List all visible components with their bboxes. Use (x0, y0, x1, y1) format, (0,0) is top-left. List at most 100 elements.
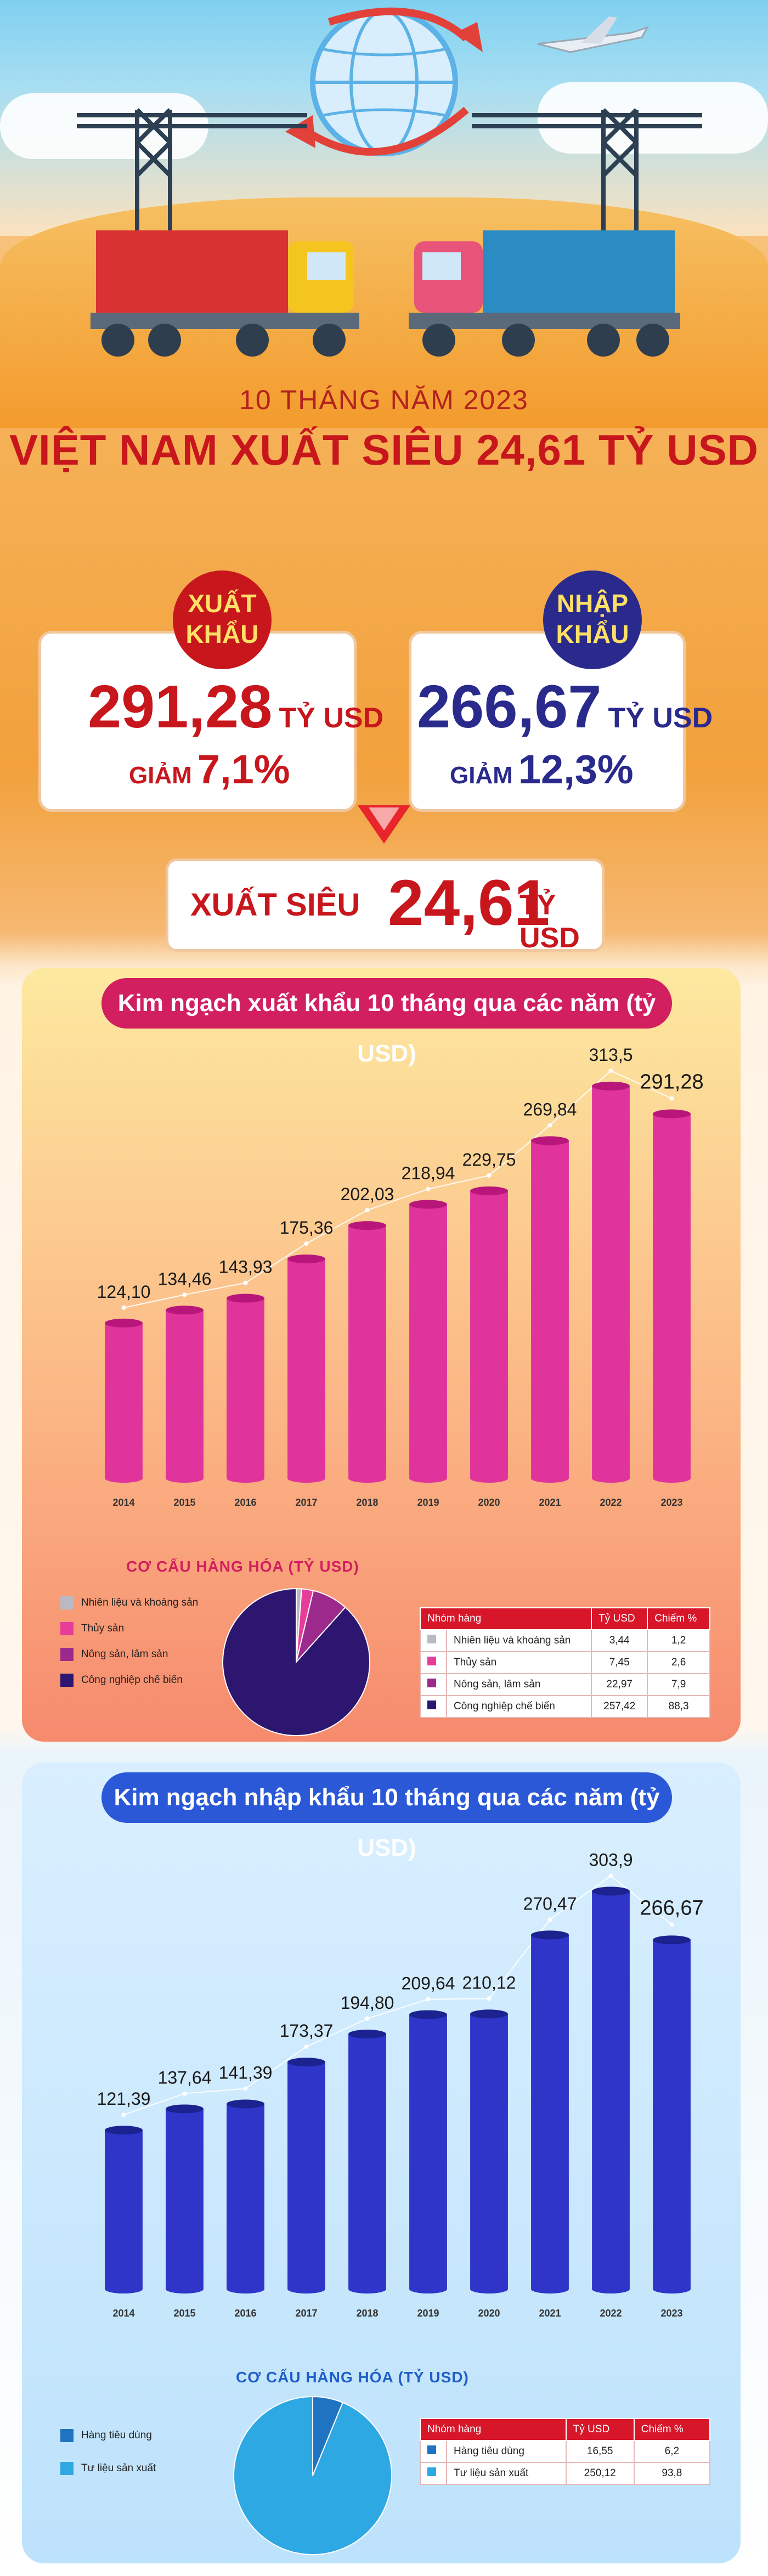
x-tick-label: 2017 (295, 2308, 317, 2319)
data-label: 210,12 (462, 1973, 516, 1992)
trend-line (123, 1070, 672, 1308)
import-panel: Kim ngạch nhập khẩu 10 tháng qua các năm… (22, 1762, 741, 2563)
bar (348, 1225, 386, 1478)
data-label: 194,80 (341, 1993, 394, 2013)
bar-cap (227, 2099, 264, 2109)
data-label: 143,93 (219, 1257, 273, 1277)
trend-point (121, 1305, 126, 1310)
bar-cap (531, 1930, 569, 1940)
x-tick-label: 2017 (295, 1497, 317, 1508)
legend-swatch (60, 2429, 74, 2442)
export-panel: Kim ngạch xuất khẩu 10 tháng qua các năm… (22, 968, 741, 1742)
x-tick-label: 2016 (234, 1497, 256, 1508)
legend-label: Tư liệu sản xuất (81, 2462, 156, 2474)
bar-cap (166, 2104, 204, 2114)
bar-base (227, 2285, 264, 2293)
row-value: 7,45 (591, 1651, 648, 1674)
import-structure-table: Nhóm hàng Tỷ USD Chiếm % Hàng tiêu dùng 1… (420, 2418, 711, 2485)
bar-cap (409, 1200, 447, 1209)
data-label: 291,28 (640, 1071, 703, 1094)
bar (653, 1940, 691, 2289)
table-header-group: Nhóm hàng (420, 2418, 567, 2441)
export-badge: XUẤT KHẨU (173, 570, 272, 669)
data-label: 270,47 (523, 1894, 577, 1913)
data-label: 313,5 (589, 1045, 633, 1065)
bar-cap (348, 1221, 386, 1230)
x-tick-label: 2023 (660, 1497, 682, 1508)
row-swatch (420, 1695, 447, 1718)
bar-base (287, 1474, 325, 1483)
import-pie-chart (233, 2396, 392, 2555)
bar-base (592, 2285, 630, 2293)
legend-label: Thủy sản (81, 1623, 125, 1634)
bar (287, 2062, 325, 2289)
row-swatch-color (427, 2445, 436, 2454)
export-badge-line1: XUẤT (188, 589, 257, 618)
legend-label: Công nghiệp chế biến (81, 1674, 183, 1686)
data-label: 209,64 (402, 1974, 455, 1993)
legend-item: Hàng tiêu dùng (60, 2429, 152, 2442)
bar-base (348, 1474, 386, 1483)
x-tick-label: 2014 (112, 2308, 134, 2319)
import-value: 266,67 TỶ USD (417, 672, 713, 742)
legend-label: Hàng tiêu dùng (81, 2430, 152, 2441)
bar-cap (653, 1935, 691, 1945)
row-swatch-color (427, 1635, 436, 1643)
row-share: 93,8 (633, 2462, 711, 2485)
import-change-label: GIẢM (450, 762, 513, 789)
table-row: Tư liệu sản xuất 250,12 93,8 (420, 2462, 711, 2485)
legend-label: Nhiên liệu và khoáng sản (81, 1597, 199, 1608)
x-tick-label: 2020 (478, 1497, 500, 1508)
row-swatch (420, 1673, 447, 1696)
trend-point (487, 1173, 492, 1178)
bar (531, 1140, 569, 1478)
bar (348, 2033, 386, 2289)
surplus-label: XUẤT SIÊU (190, 887, 360, 923)
data-label: 173,37 (280, 2021, 334, 2041)
bar-cap (653, 1109, 691, 1118)
bar-base (227, 1474, 264, 1483)
surplus-value: 24,61 (388, 867, 550, 939)
import-bar-chart: 2014 121,39 2015 137,64 2016 141,39 2017 173,37… (97, 1850, 704, 2319)
export-structure-table: Nhóm hàng Tỷ USD Chiếm % Nhiên liệu và k… (419, 1607, 710, 1718)
import-badge-line1: NHẬP (556, 589, 629, 618)
bar (653, 1114, 691, 1478)
x-tick-label: 2016 (234, 2308, 256, 2319)
x-tick-label: 2022 (600, 1497, 622, 1508)
x-tick-label: 2022 (600, 2308, 622, 2319)
row-value: 3,44 (591, 1629, 648, 1652)
export-change: GIẢM 7,1% (129, 746, 290, 793)
import-value-number: 266,67 (417, 673, 602, 741)
x-tick-label: 2018 (356, 2308, 378, 2319)
data-label: 134,46 (158, 1269, 212, 1289)
cloud (538, 82, 768, 154)
legend-item: Nhiên liệu và khoáng sản (60, 1596, 198, 1609)
crane-left-icon (77, 108, 307, 230)
trade-surplus-card: XUẤT SIÊU 24,61 TỶ USD (166, 858, 605, 954)
bar-base (166, 2285, 204, 2293)
bar (287, 1258, 325, 1478)
trend-point (182, 1292, 187, 1297)
bar-base (409, 1474, 447, 1483)
legend-swatch (60, 1648, 74, 1661)
period-subtitle: 10 THÁNG NĂM 2023 (239, 385, 529, 415)
import-badge-line2: KHẨU (556, 620, 629, 648)
x-tick-label: 2021 (539, 1497, 561, 1508)
bar (166, 1310, 204, 1478)
x-tick-label: 2019 (417, 2308, 439, 2319)
trend-point (547, 1917, 552, 1922)
page-title: VIỆT NAM XUẤT SIÊU 24,61 TỶ USD (9, 426, 759, 474)
trend-point (365, 2016, 370, 2021)
import-change-value: 12,3% (518, 747, 634, 792)
bar-cap (470, 2009, 508, 2019)
row-swatch (420, 2462, 447, 2485)
table-row: Thủy sản 7,45 2,6 (420, 1651, 710, 1674)
row-swatch-color (427, 2467, 436, 2476)
data-label: 269,84 (523, 1099, 577, 1119)
legend-swatch (60, 2462, 74, 2475)
down-arrow-inner-icon (369, 807, 399, 831)
bar (470, 2014, 508, 2289)
bar-base (105, 1474, 143, 1483)
bar-cap (166, 1306, 204, 1315)
row-swatch (420, 2440, 447, 2463)
